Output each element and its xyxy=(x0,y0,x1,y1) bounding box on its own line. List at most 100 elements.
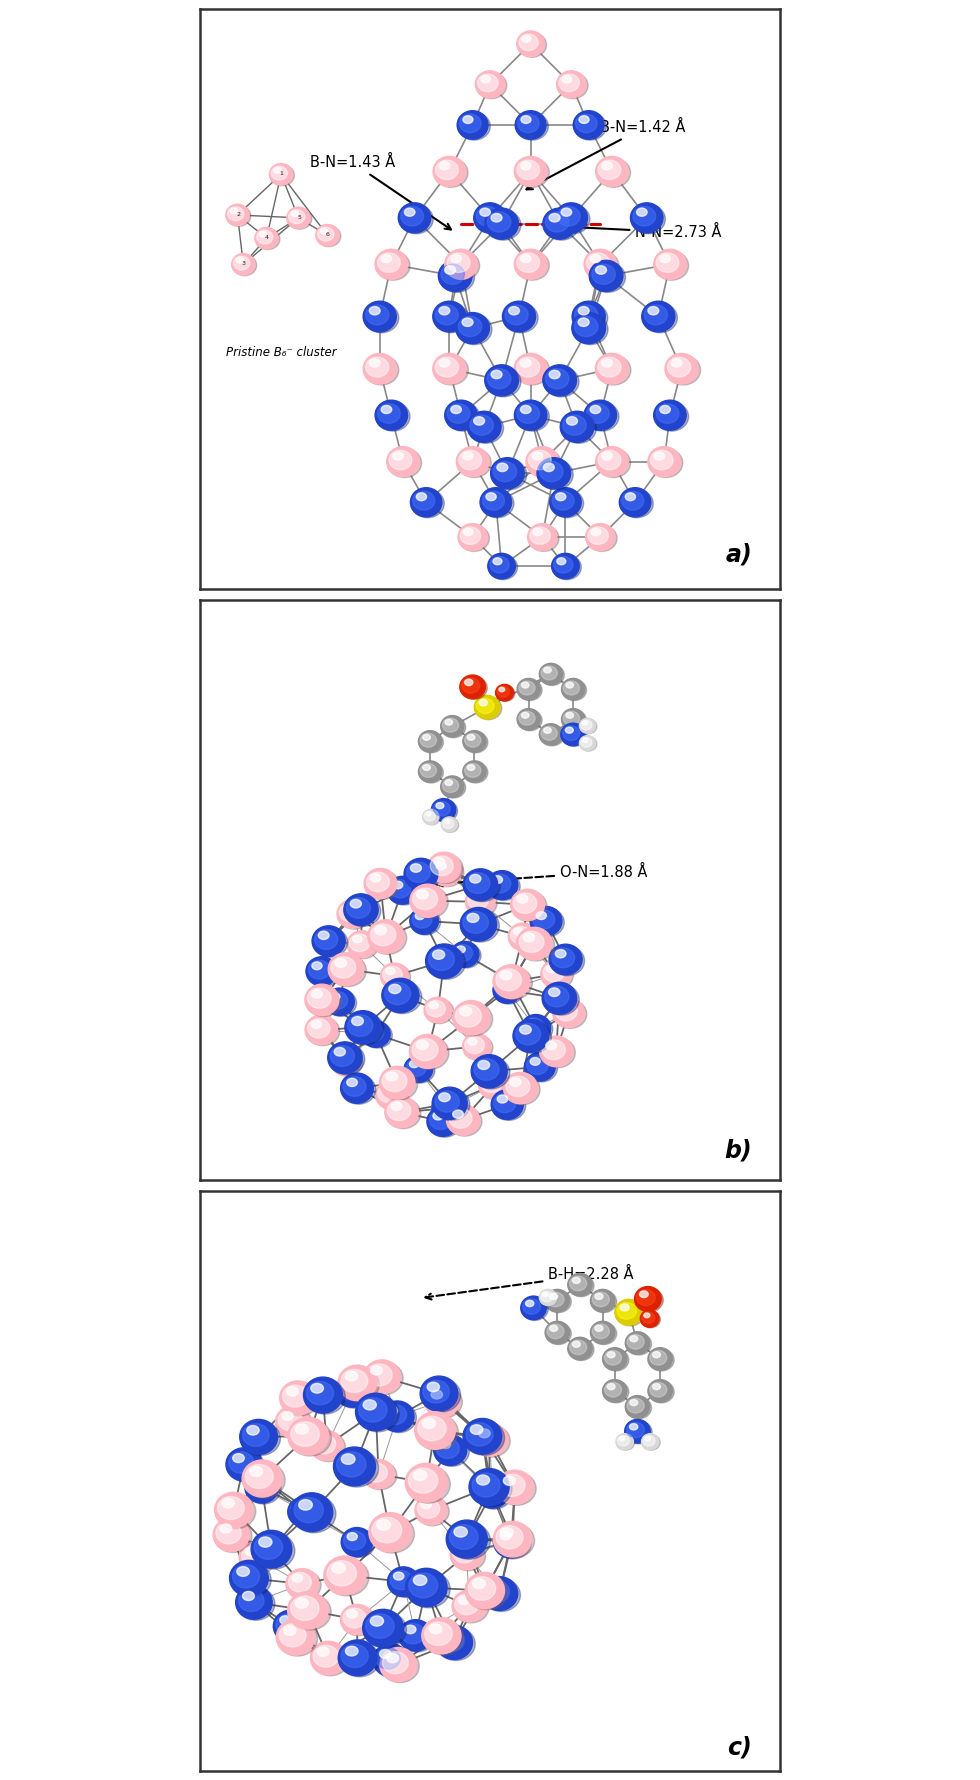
Ellipse shape xyxy=(429,1002,438,1009)
Ellipse shape xyxy=(341,1369,368,1392)
Ellipse shape xyxy=(434,858,445,865)
Ellipse shape xyxy=(363,1022,392,1048)
Ellipse shape xyxy=(660,406,670,413)
Ellipse shape xyxy=(591,529,601,536)
Ellipse shape xyxy=(562,208,571,215)
Ellipse shape xyxy=(432,1095,463,1123)
Ellipse shape xyxy=(505,304,528,324)
Ellipse shape xyxy=(356,1394,396,1431)
Ellipse shape xyxy=(530,527,551,545)
Ellipse shape xyxy=(386,968,395,975)
Ellipse shape xyxy=(346,1013,384,1045)
Ellipse shape xyxy=(369,360,380,367)
Ellipse shape xyxy=(497,463,508,472)
Ellipse shape xyxy=(226,1449,265,1483)
Ellipse shape xyxy=(230,1563,271,1597)
Ellipse shape xyxy=(476,206,499,226)
Text: B-N=1.43 Å: B-N=1.43 Å xyxy=(310,155,451,230)
Ellipse shape xyxy=(598,160,621,180)
Ellipse shape xyxy=(247,1476,271,1495)
Ellipse shape xyxy=(227,206,244,221)
Ellipse shape xyxy=(422,765,430,771)
Ellipse shape xyxy=(337,899,368,929)
Ellipse shape xyxy=(526,447,559,477)
Ellipse shape xyxy=(553,555,581,580)
Ellipse shape xyxy=(468,413,504,443)
Ellipse shape xyxy=(475,1477,510,1508)
Ellipse shape xyxy=(367,1025,376,1032)
Ellipse shape xyxy=(431,858,464,886)
Ellipse shape xyxy=(546,1323,571,1344)
Ellipse shape xyxy=(469,1468,509,1506)
Ellipse shape xyxy=(463,452,473,459)
Ellipse shape xyxy=(312,926,345,956)
Ellipse shape xyxy=(584,400,616,431)
Ellipse shape xyxy=(509,306,519,315)
Ellipse shape xyxy=(585,251,619,279)
Ellipse shape xyxy=(393,881,403,888)
Ellipse shape xyxy=(246,1474,281,1504)
Ellipse shape xyxy=(411,886,448,918)
Ellipse shape xyxy=(399,1620,432,1652)
Ellipse shape xyxy=(386,1098,420,1129)
Ellipse shape xyxy=(387,1566,419,1597)
Ellipse shape xyxy=(332,1050,354,1068)
Ellipse shape xyxy=(596,356,631,384)
Ellipse shape xyxy=(364,301,396,331)
Ellipse shape xyxy=(515,251,550,279)
Ellipse shape xyxy=(640,1310,659,1328)
Ellipse shape xyxy=(520,360,531,367)
Ellipse shape xyxy=(478,1429,490,1438)
Ellipse shape xyxy=(557,71,586,98)
Ellipse shape xyxy=(305,984,339,1016)
Ellipse shape xyxy=(528,450,551,470)
Ellipse shape xyxy=(453,1000,490,1034)
Ellipse shape xyxy=(491,214,502,222)
Ellipse shape xyxy=(580,737,597,751)
Ellipse shape xyxy=(635,1287,662,1312)
Ellipse shape xyxy=(413,888,438,910)
Ellipse shape xyxy=(421,1378,461,1412)
Ellipse shape xyxy=(386,1072,398,1080)
Ellipse shape xyxy=(635,1289,663,1312)
Ellipse shape xyxy=(276,1620,315,1655)
Ellipse shape xyxy=(621,491,644,511)
Ellipse shape xyxy=(471,1054,507,1088)
Ellipse shape xyxy=(464,1420,505,1456)
Ellipse shape xyxy=(418,730,442,753)
Ellipse shape xyxy=(489,874,511,894)
Ellipse shape xyxy=(509,924,540,951)
Ellipse shape xyxy=(617,1436,629,1445)
Ellipse shape xyxy=(520,255,531,263)
Ellipse shape xyxy=(405,1057,435,1084)
Ellipse shape xyxy=(549,943,582,975)
Ellipse shape xyxy=(564,712,579,724)
Ellipse shape xyxy=(366,1463,387,1483)
Ellipse shape xyxy=(429,1623,442,1634)
Ellipse shape xyxy=(283,1625,296,1636)
Ellipse shape xyxy=(340,1604,373,1634)
Text: 5: 5 xyxy=(297,215,301,219)
Ellipse shape xyxy=(373,1643,409,1677)
Ellipse shape xyxy=(585,402,619,431)
Ellipse shape xyxy=(481,75,490,84)
Ellipse shape xyxy=(540,1038,575,1068)
Ellipse shape xyxy=(527,449,561,477)
Ellipse shape xyxy=(450,1540,483,1570)
Ellipse shape xyxy=(550,945,585,975)
Ellipse shape xyxy=(442,819,454,828)
Ellipse shape xyxy=(468,1577,496,1600)
Ellipse shape xyxy=(441,716,464,737)
Ellipse shape xyxy=(308,988,331,1009)
Ellipse shape xyxy=(343,1607,366,1629)
Ellipse shape xyxy=(379,1648,416,1682)
Ellipse shape xyxy=(488,554,515,579)
Ellipse shape xyxy=(517,929,555,961)
Ellipse shape xyxy=(375,1648,401,1670)
Ellipse shape xyxy=(530,906,562,936)
Ellipse shape xyxy=(514,400,547,431)
Ellipse shape xyxy=(649,1381,674,1403)
Ellipse shape xyxy=(590,262,625,292)
Ellipse shape xyxy=(288,1572,312,1591)
Ellipse shape xyxy=(414,1470,426,1481)
